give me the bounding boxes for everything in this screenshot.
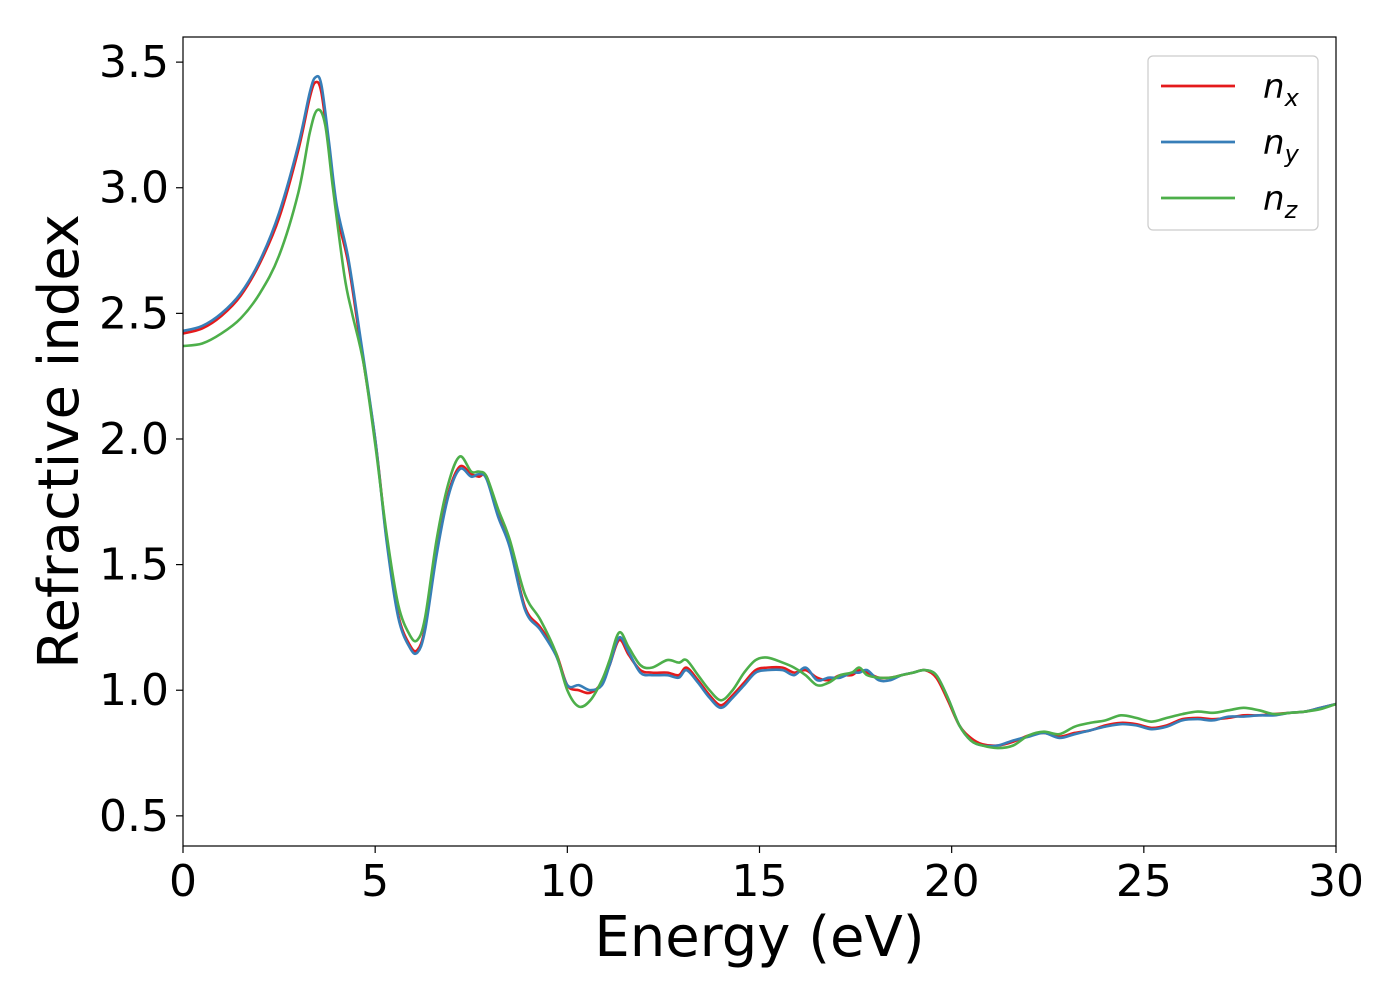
series-layer bbox=[183, 74, 1336, 750]
legend-label-subscript: z bbox=[1284, 196, 1299, 224]
y-axis-label: Refractive index bbox=[27, 214, 92, 669]
y-tick-label: 1.0 bbox=[99, 665, 169, 716]
x-tick-label: 15 bbox=[732, 856, 788, 907]
y-tick-label: 3.0 bbox=[99, 163, 169, 214]
y-tick-label: 2.0 bbox=[99, 414, 169, 465]
legend-label-nz: nz bbox=[1263, 179, 1299, 224]
legend-label-subscript: y bbox=[1284, 140, 1300, 168]
legend-label-main: n bbox=[1263, 179, 1285, 219]
legend-label-main: n bbox=[1263, 67, 1285, 107]
y-tick-label: 1.5 bbox=[99, 540, 169, 591]
x-tick-label: 5 bbox=[361, 856, 389, 907]
x-tick-label: 30 bbox=[1308, 856, 1364, 907]
legend-label-ny: ny bbox=[1263, 123, 1300, 168]
y-tick-label: 3.5 bbox=[99, 37, 169, 88]
x-axis-ticks: 0 5 10 15 20 25 30 bbox=[169, 846, 1364, 907]
y-axis-ticks: 0.5 1.0 1.5 2.0 2.5 3.0 3.5 bbox=[99, 37, 183, 842]
x-tick-label: 20 bbox=[924, 856, 980, 907]
series-line-nz bbox=[183, 108, 1336, 750]
y-tick-label: 2.5 bbox=[99, 288, 169, 339]
legend-label-nx: nx bbox=[1263, 67, 1300, 112]
y-tick-label: 0.5 bbox=[99, 791, 169, 842]
x-tick-label: 0 bbox=[169, 856, 197, 907]
x-tick-label: 10 bbox=[539, 856, 595, 907]
x-tick-label: 25 bbox=[1116, 856, 1172, 907]
legend-label-main: n bbox=[1263, 123, 1285, 163]
legend-label-subscript: x bbox=[1284, 84, 1300, 112]
x-axis-label: Energy (eV) bbox=[594, 905, 924, 970]
